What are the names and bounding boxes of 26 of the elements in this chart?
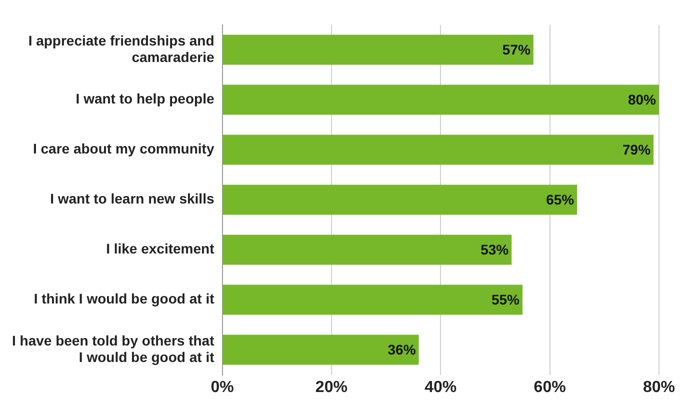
data-label: 65% <box>546 192 575 208</box>
data-label: 79% <box>622 142 652 158</box>
y-tick-label: I care about my community <box>32 140 214 157</box>
data-label: 57% <box>502 42 531 58</box>
y-tick-label: I think I would be good at it <box>34 290 215 307</box>
bar <box>222 134 654 165</box>
y-tick-label: I have been told by others that I would be good at it <box>12 332 215 366</box>
x-tick-label: 0% <box>210 378 234 396</box>
x-tick-label: 20% <box>315 378 348 396</box>
data-label: 36% <box>388 342 416 358</box>
x-tick-label: 60% <box>534 378 566 396</box>
x-tick-label: 40% <box>424 378 457 396</box>
y-tick-label: I want to help people <box>76 90 214 107</box>
data-label: 80% <box>628 92 657 108</box>
data-label: 55% <box>491 292 520 308</box>
bar <box>222 334 419 365</box>
bar <box>222 84 659 115</box>
bar <box>222 234 512 265</box>
y-tick-label: I like excitement <box>106 240 215 257</box>
data-label: 53% <box>480 242 510 258</box>
x-tick-label: 80% <box>642 378 676 396</box>
bar <box>222 284 523 315</box>
bar <box>222 184 578 215</box>
y-tick-label: I appreciate friendships and camaraderie <box>28 32 214 66</box>
bar <box>222 34 534 65</box>
y-tick-label: I want to learn new skills <box>50 190 214 207</box>
